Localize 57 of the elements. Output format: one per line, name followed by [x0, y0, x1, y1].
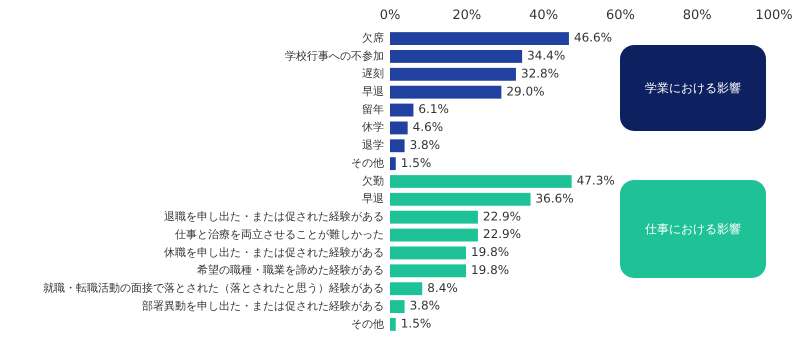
bar [390, 282, 422, 296]
x-tick-label: 40% [529, 8, 558, 24]
bar [390, 246, 466, 260]
data-label: 22.9% [482, 227, 522, 242]
data-label: 29.0% [506, 84, 544, 98]
data-label: 6.1% [418, 102, 449, 116]
bar [390, 300, 405, 314]
bar [390, 318, 396, 331]
bar [390, 86, 502, 99]
y-tick-label: 学校行事への不参加 [285, 49, 384, 62]
y-tick-label: 退職を申し出た・または促された経験がある [164, 210, 384, 224]
bar [390, 50, 522, 63]
bar [390, 157, 396, 170]
y-tick-label: 早退 [362, 85, 384, 98]
data-label: 1.5% [400, 316, 432, 331]
data-label: 47.3% [576, 174, 615, 188]
x-tick-label: 100% [755, 8, 793, 24]
y-tick-label: 仕事と治療を両立させることが難しかった [175, 228, 384, 241]
data-label: 1.5% [400, 156, 432, 170]
data-label: 36.6% [536, 191, 574, 206]
y-tick-label: 休学 [362, 120, 384, 134]
x-tick-label: 0% [380, 8, 400, 24]
data-label: 19.8% [471, 262, 510, 277]
bar [390, 210, 478, 224]
y-tick-label: 欠席 [362, 31, 384, 44]
data-label: 22.9% [482, 209, 522, 224]
bar [390, 175, 572, 188]
y-tick-label: その他 [351, 317, 384, 330]
bar [390, 228, 478, 242]
bar [390, 192, 531, 206]
data-label: 4.6% [412, 120, 444, 134]
x-tick-label: 60% [606, 8, 635, 24]
bar [390, 32, 569, 45]
data-label: 19.8% [471, 245, 510, 260]
bar [390, 139, 405, 152]
data-label: 34.4% [527, 48, 566, 63]
bar [390, 104, 414, 116]
x-tick-label: 80% [682, 8, 712, 24]
y-tick-label: 欠勤 [362, 174, 384, 188]
y-tick-label: 留年 [362, 102, 384, 116]
x-tick-label: 20% [452, 8, 482, 24]
y-tick-label: 早退 [362, 192, 384, 206]
data-label: 3.8% [410, 298, 440, 313]
bar [390, 121, 408, 134]
y-tick-label: 休職を申し出た・または促された経験がある [164, 246, 384, 259]
bar [390, 68, 516, 81]
data-label: 46.6% [574, 30, 612, 45]
bar [390, 264, 466, 278]
data-label: 8.4% [427, 280, 458, 295]
y-tick-label: 遅刻 [362, 67, 384, 80]
y-tick-label: 部署異動を申し出た・または促された経験がある [142, 299, 384, 312]
y-tick-label: 希望の職種・職業を諦めた経験がある [197, 264, 384, 277]
data-label: 32.8% [520, 66, 560, 80]
y-tick-label: 就職・転職活動の面接で落とされた（落とされたと思う）経験がある [43, 282, 384, 295]
data-label: 3.8% [410, 138, 440, 152]
y-tick-label: その他 [351, 156, 384, 170]
y-tick-label: 退学 [362, 138, 384, 152]
